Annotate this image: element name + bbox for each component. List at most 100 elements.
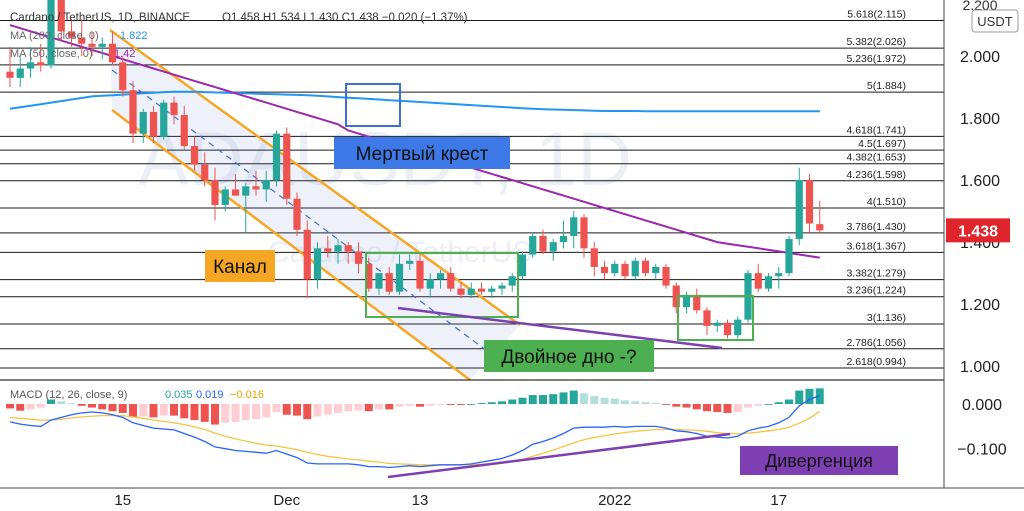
candle — [488, 285, 496, 298]
candle-body — [713, 322, 721, 326]
drawings: Мертвый крест Канал Двойное дно -? — [205, 83, 754, 372]
fib-label: 5(1.884) — [867, 80, 906, 92]
macd-histogram-bar — [231, 404, 240, 422]
price-axis-tick: 2.000 — [960, 49, 1000, 66]
macd-histogram-bar — [446, 404, 455, 405]
macd-histogram-bar — [57, 401, 66, 404]
candle-body — [262, 180, 270, 190]
candle-body — [426, 279, 434, 289]
candle-body — [508, 276, 516, 286]
candle-body — [344, 245, 352, 252]
macd-histogram-bar — [569, 390, 578, 404]
candle — [734, 316, 742, 339]
macd-histogram-bar — [293, 404, 301, 416]
candle-body — [170, 102, 178, 116]
candle-body — [334, 245, 342, 252]
candle-body — [190, 146, 199, 165]
fib-label: 3.618(1.367) — [846, 240, 906, 252]
candle — [354, 242, 363, 274]
macd-line — [9, 394, 821, 469]
candle — [754, 263, 762, 292]
macd-histogram-bar — [610, 398, 619, 404]
macd-histogram-bar — [16, 404, 25, 411]
candle-body — [37, 62, 45, 66]
candle — [539, 229, 547, 255]
ma200-value: 1.822 — [120, 30, 148, 42]
candle-body — [67, 31, 76, 38]
candle-body — [16, 68, 24, 78]
candle — [293, 192, 301, 236]
macd-histogram-bar — [88, 404, 96, 408]
macd-histogram-bar — [703, 404, 711, 412]
candle-body — [570, 217, 578, 236]
time-axis-tick: 15 — [114, 492, 131, 509]
double-bottom-label: Двойное дно -? — [501, 347, 636, 368]
currency-badge — [971, 9, 1019, 33]
macd-histogram-bar — [395, 404, 404, 407]
macd-histogram-bar — [795, 390, 804, 404]
macd-line-value: 0.019 — [196, 389, 224, 401]
fib-label: 3.236(1.224) — [846, 285, 906, 297]
macd-histogram-bar — [539, 395, 547, 404]
candle — [149, 105, 158, 143]
candle — [498, 282, 506, 295]
candle — [764, 273, 773, 292]
candle — [26, 46, 35, 78]
candle — [436, 270, 445, 289]
macd-histogram-bar — [672, 404, 681, 407]
macd-histogram-bar — [600, 397, 609, 404]
macd-histogram-bar — [313, 404, 322, 417]
macd-histogram-bar — [559, 392, 568, 404]
candle-body — [88, 43, 96, 47]
ma200-line — [9, 90, 820, 113]
candle-body — [488, 288, 496, 292]
candle-body — [231, 189, 240, 196]
macd-histogram-bar — [713, 404, 722, 413]
header: Cardano / TetherUS, 1D, BINANCE O1.458 H… — [10, 12, 468, 60]
candle — [334, 239, 342, 264]
fib-label: 4.236(1.598) — [846, 169, 906, 181]
macd-histogram-bar — [180, 404, 189, 419]
macd-histogram-bar — [682, 404, 691, 408]
candle — [529, 232, 537, 258]
candle-body — [303, 229, 311, 280]
macd-label: MACD (12, 26, close, 9) — [10, 389, 127, 401]
double-bottom-box-right — [677, 295, 754, 341]
macd-histogram-bar — [375, 404, 383, 410]
candle-body — [672, 285, 680, 308]
macd-histogram-bar — [416, 404, 424, 407]
time-axis-tick: 13 — [412, 492, 429, 509]
candle-body — [775, 273, 783, 277]
candle — [231, 173, 240, 196]
candle — [518, 251, 527, 280]
candle — [139, 108, 147, 143]
macd-histogram-bar — [692, 404, 701, 410]
macd-histogram-bar — [405, 404, 414, 406]
candle — [385, 266, 393, 295]
candle-body — [723, 322, 732, 336]
candle — [16, 56, 24, 88]
price-axis-tick: 1.000 — [960, 359, 1000, 376]
macd-histogram-bar — [36, 404, 45, 408]
candle-body — [652, 266, 660, 274]
macd-histogram-bar — [631, 401, 640, 404]
macd-histogram-bar — [282, 404, 291, 415]
candle — [98, 37, 106, 60]
candle — [631, 257, 639, 280]
candle-body — [549, 242, 557, 252]
candle-body — [518, 254, 527, 277]
macd-histogram-bar — [262, 404, 271, 418]
ohlc-values: O1.458 H1.534 L1.430 C1.438 −0.020 (−1.3… — [222, 12, 468, 24]
candle — [570, 211, 578, 249]
macd-histogram-bar — [129, 404, 137, 418]
fib-label: 5.382(2.026) — [846, 36, 906, 48]
candle — [641, 257, 650, 277]
candle — [262, 170, 270, 202]
candle — [652, 263, 660, 280]
channel-lower-line — [111, 109, 471, 381]
macd-histogram-bar — [190, 404, 199, 421]
candle-body — [416, 260, 424, 289]
macd-histogram-bar — [252, 404, 260, 420]
